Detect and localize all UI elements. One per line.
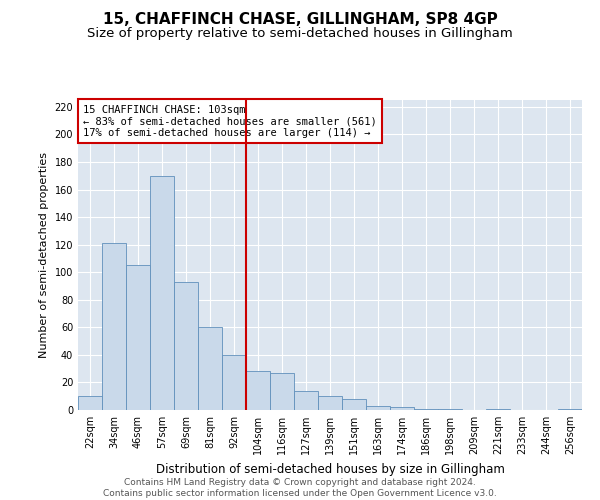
Bar xyxy=(150,176,174,410)
Bar xyxy=(270,373,294,410)
Bar xyxy=(246,372,270,410)
Text: Contains HM Land Registry data © Crown copyright and database right 2024.
Contai: Contains HM Land Registry data © Crown c… xyxy=(103,478,497,498)
Bar xyxy=(174,282,198,410)
Bar xyxy=(318,396,342,410)
Bar xyxy=(294,390,318,410)
Bar xyxy=(102,244,126,410)
Bar xyxy=(366,406,390,410)
Bar xyxy=(78,396,102,410)
Bar xyxy=(558,408,582,410)
Bar xyxy=(486,408,510,410)
Bar xyxy=(414,408,438,410)
Text: Size of property relative to semi-detached houses in Gillingham: Size of property relative to semi-detach… xyxy=(87,28,513,40)
X-axis label: Distribution of semi-detached houses by size in Gillingham: Distribution of semi-detached houses by … xyxy=(155,462,505,475)
Bar xyxy=(126,266,150,410)
Bar xyxy=(222,355,246,410)
Y-axis label: Number of semi-detached properties: Number of semi-detached properties xyxy=(39,152,49,358)
Text: 15 CHAFFINCH CHASE: 103sqm
← 83% of semi-detached houses are smaller (561)
17% o: 15 CHAFFINCH CHASE: 103sqm ← 83% of semi… xyxy=(83,104,377,138)
Bar xyxy=(342,399,366,410)
Bar xyxy=(438,408,462,410)
Bar xyxy=(390,407,414,410)
Bar xyxy=(198,328,222,410)
Text: 15, CHAFFINCH CHASE, GILLINGHAM, SP8 4GP: 15, CHAFFINCH CHASE, GILLINGHAM, SP8 4GP xyxy=(103,12,497,28)
